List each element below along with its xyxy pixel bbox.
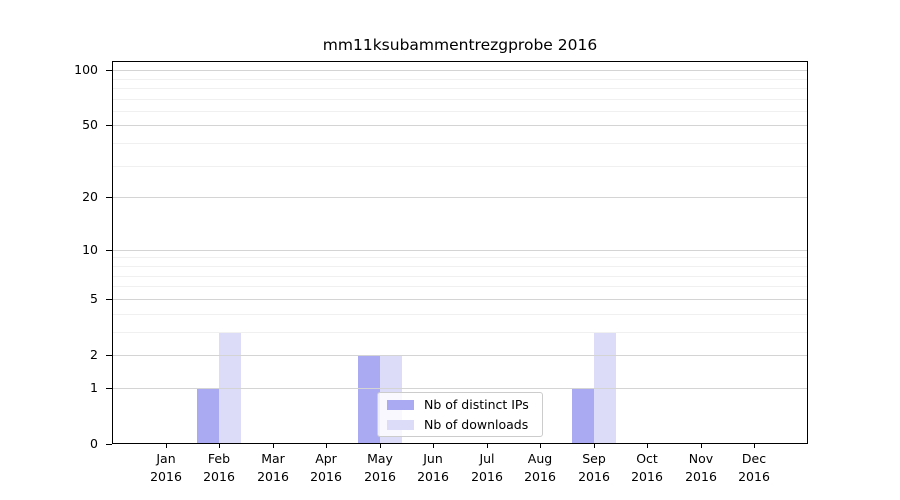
x-tick-year: 2016 bbox=[203, 469, 235, 484]
x-tick-year: 2016 bbox=[417, 469, 449, 484]
legend-label-distinct-ips: Nb of distinct IPs bbox=[424, 397, 529, 412]
x-tick bbox=[647, 444, 648, 448]
x-tick bbox=[594, 444, 595, 448]
y-tick bbox=[106, 444, 112, 445]
x-tick-year: 2016 bbox=[364, 469, 396, 484]
bar-distinct-ips-feb bbox=[197, 388, 220, 443]
x-tick-label: Jun 2016 bbox=[405, 450, 461, 486]
x-tick-month: Jan bbox=[156, 451, 176, 466]
x-tick-label: Nov 2016 bbox=[673, 450, 729, 486]
x-tick-year: 2016 bbox=[310, 469, 342, 484]
gridline-minor bbox=[113, 314, 807, 315]
bar-distinct-ips-sep bbox=[571, 388, 594, 443]
y-tick-label: 50 bbox=[82, 117, 98, 132]
bar-downloads-feb bbox=[219, 332, 242, 443]
gridline-minor bbox=[113, 111, 807, 112]
chart-title: mm11ksubammentrezgprobe 2016 bbox=[322, 36, 598, 54]
gridline-minor bbox=[113, 266, 807, 267]
gridline-minor bbox=[113, 257, 807, 258]
gridline-minor bbox=[113, 143, 807, 144]
gridline-major bbox=[113, 125, 807, 126]
x-tick-year: 2016 bbox=[150, 469, 182, 484]
x-tick bbox=[166, 444, 167, 448]
x-tick bbox=[540, 444, 541, 448]
x-tick-label: Dec 2016 bbox=[726, 450, 782, 486]
x-tick bbox=[219, 444, 220, 448]
gridline-minor bbox=[113, 166, 807, 167]
gridline-minor bbox=[113, 276, 807, 277]
x-tick-month: Feb bbox=[207, 451, 231, 466]
gridline-minor bbox=[113, 99, 807, 100]
x-tick-month: Sep bbox=[582, 451, 606, 466]
gridline-major bbox=[113, 197, 807, 198]
legend-swatch-downloads bbox=[387, 419, 414, 430]
x-tick-month: Nov bbox=[688, 451, 714, 466]
x-tick bbox=[433, 444, 434, 448]
y-tick-label: 0 bbox=[90, 436, 98, 451]
y-tick-label: 5 bbox=[90, 291, 98, 306]
bar-downloads-sep bbox=[593, 332, 616, 443]
x-tick-month: Jul bbox=[479, 451, 495, 466]
x-tick-month: Jun bbox=[423, 451, 443, 466]
gridline-minor bbox=[113, 332, 807, 333]
x-tick-label: Feb 2016 bbox=[191, 450, 247, 486]
gridline-minor bbox=[113, 88, 807, 89]
plot-area bbox=[112, 61, 808, 444]
y-tick-label: 10 bbox=[82, 242, 98, 257]
x-tick bbox=[326, 444, 327, 448]
y-tick-label: 1 bbox=[90, 380, 98, 395]
gridline-major bbox=[113, 355, 807, 356]
gridline-major bbox=[113, 299, 807, 300]
x-tick-label: Sep 2016 bbox=[566, 450, 622, 486]
x-tick-label: Jul 2016 bbox=[459, 450, 515, 486]
gridline-major bbox=[113, 388, 807, 389]
x-tick-month: Aug bbox=[527, 451, 553, 466]
x-tick bbox=[701, 444, 702, 448]
x-tick-label: Aug 2016 bbox=[512, 450, 568, 486]
x-tick-label: Jan 2016 bbox=[138, 450, 194, 486]
y-tick-label: 2 bbox=[90, 347, 98, 362]
x-tick-year: 2016 bbox=[524, 469, 556, 484]
x-tick-label: May 2016 bbox=[352, 450, 408, 486]
x-tick-label: Apr 2016 bbox=[298, 450, 354, 486]
x-tick-year: 2016 bbox=[631, 469, 663, 484]
x-tick bbox=[487, 444, 488, 448]
legend-label-downloads: Nb of downloads bbox=[424, 417, 529, 432]
x-tick-month: Oct bbox=[636, 451, 658, 466]
gridline-minor bbox=[113, 79, 807, 80]
x-tick-year: 2016 bbox=[257, 469, 289, 484]
legend: Nb of distinct IPs Nb of downloads bbox=[377, 392, 543, 437]
x-tick-year: 2016 bbox=[471, 469, 503, 484]
x-tick-label: Oct 2016 bbox=[619, 450, 675, 486]
x-tick-year: 2016 bbox=[685, 469, 717, 484]
x-tick-month: Apr bbox=[315, 451, 337, 466]
x-tick-month: Dec bbox=[741, 451, 767, 466]
y-tick-label: 100 bbox=[74, 62, 98, 77]
gridline-major bbox=[113, 250, 807, 251]
x-tick bbox=[273, 444, 274, 448]
x-tick bbox=[380, 444, 381, 448]
legend-item-downloads: Nb of downloads bbox=[387, 417, 542, 432]
legend-item-distinct-ips: Nb of distinct IPs bbox=[387, 397, 542, 412]
x-tick-label: Mar 2016 bbox=[245, 450, 301, 486]
gridline-major bbox=[113, 70, 807, 71]
x-tick-year: 2016 bbox=[738, 469, 770, 484]
legend-swatch-distinct-ips bbox=[387, 399, 414, 410]
x-tick-month: May bbox=[367, 451, 393, 466]
x-tick-year: 2016 bbox=[578, 469, 610, 484]
bar-distinct-ips-may bbox=[357, 355, 380, 443]
gridline-minor bbox=[113, 286, 807, 287]
y-tick-label: 20 bbox=[82, 189, 98, 204]
x-tick-month: Mar bbox=[261, 451, 285, 466]
x-tick bbox=[754, 444, 755, 448]
